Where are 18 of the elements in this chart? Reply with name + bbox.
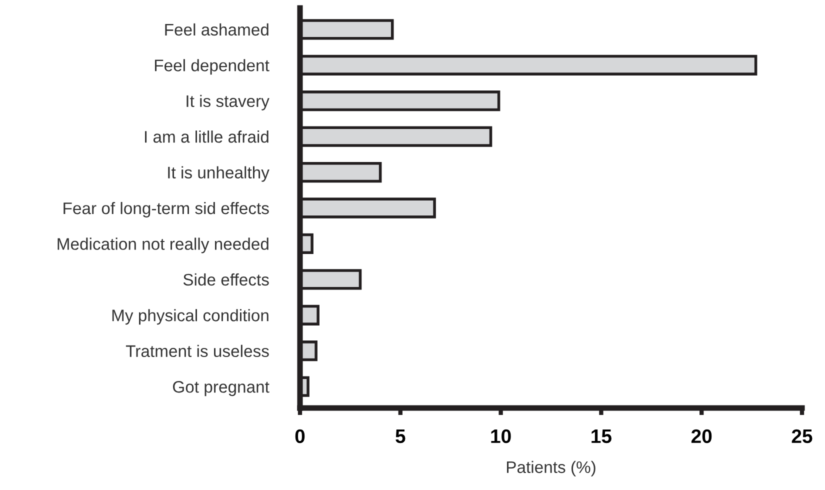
y-tick-label: It is unhealthy	[168, 166, 270, 182]
x-tick-label: 15	[592, 430, 612, 444]
y-tick-label: It is stavery	[186, 94, 270, 110]
y-tick-label: Feel ashamed	[165, 23, 268, 36]
y-tick-label: Got pregnant	[173, 380, 270, 396]
x-axis-title: Patients (%)	[506, 460, 596, 476]
y-tick-label: I am a litlle afraid	[145, 130, 268, 143]
x-tick-label: 20	[691, 429, 712, 444]
y-tick-label: My physical condition	[112, 309, 268, 325]
y-tick-label: Fear of long-term sid effects	[64, 202, 269, 218]
x-tick-label: 10	[491, 429, 511, 444]
y-tick-label: Feel dependent	[154, 59, 270, 75]
x-tick-label: 25	[792, 429, 812, 444]
y-tick-label: Side effects	[183, 273, 269, 286]
y-tick-label: Medication not really needed	[58, 238, 268, 254]
y-tick-label: Tratment is useless	[126, 344, 269, 358]
x-tick-label: 5	[396, 430, 406, 444]
x-tick-label: 0	[295, 429, 305, 444]
